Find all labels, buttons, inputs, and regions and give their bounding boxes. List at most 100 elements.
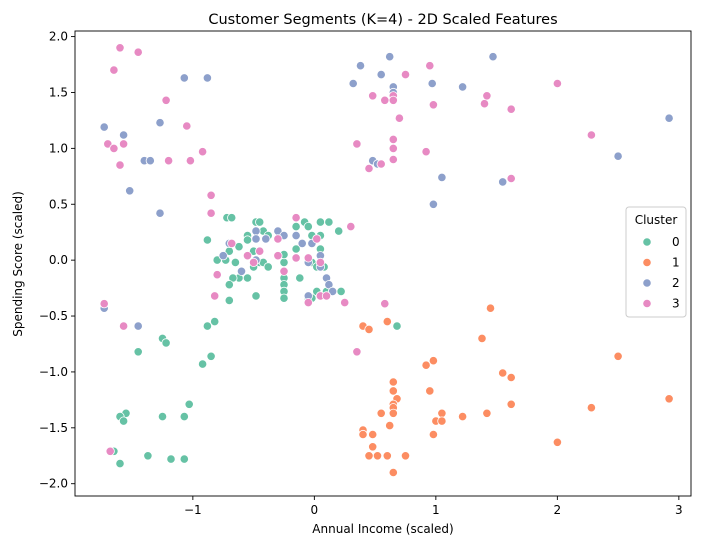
data-point-cluster-3: [198, 147, 208, 157]
data-point-cluster-2: [664, 113, 674, 123]
data-point-cluster-0: [315, 217, 325, 227]
data-point-cluster-1: [437, 408, 447, 418]
data-point-cluster-3: [352, 347, 362, 357]
data-point-cluster-1: [552, 437, 563, 447]
x-tick-label: −1: [184, 503, 202, 517]
data-point-cluster-0: [210, 316, 220, 327]
data-point-cluster-3: [482, 91, 492, 101]
data-point-cluster-1: [586, 403, 597, 413]
data-point-cluster-3: [479, 99, 490, 109]
legend-label-cluster-0: 0: [672, 235, 680, 249]
data-point-cluster-0: [143, 451, 153, 461]
data-point-cluster-0: [179, 411, 189, 422]
data-point-cluster-0: [242, 235, 253, 245]
data-point-cluster-3: [109, 65, 119, 75]
data-point-cluster-0: [202, 235, 212, 245]
data-point-cluster-3: [227, 238, 237, 248]
legend-marker-cluster-1: [642, 257, 652, 268]
data-point-cluster-2: [427, 78, 437, 89]
data-point-cluster-2: [613, 151, 623, 161]
x-tick-label: 2: [554, 503, 562, 517]
data-point-cluster-0: [157, 411, 168, 422]
legend-box: [625, 206, 687, 318]
data-point-cluster-2: [202, 73, 212, 83]
data-point-cluster-1: [437, 416, 447, 426]
data-point-cluster-3: [206, 208, 216, 218]
data-point-cluster-3: [249, 257, 259, 267]
data-point-cluster-3: [315, 257, 325, 267]
data-point-cluster-1: [382, 316, 392, 327]
data-point-cluster-0: [334, 226, 344, 236]
data-point-cluster-3: [164, 156, 174, 166]
data-point-cluster-1: [385, 420, 395, 431]
data-point-cluster-0: [279, 257, 289, 267]
data-point-cluster-0: [242, 273, 253, 283]
data-point-cluster-2: [145, 156, 155, 166]
data-point-cluster-3: [388, 154, 398, 165]
legend-label-cluster-3: 3: [672, 297, 680, 311]
y-tick-label: 1.5: [49, 85, 68, 99]
data-point-cluster-1: [388, 408, 398, 418]
data-point-cluster-1: [482, 408, 492, 418]
data-point-cluster-3: [99, 299, 109, 309]
legend-items: 0 1 2 3: [642, 235, 680, 311]
data-point-cluster-0: [279, 293, 289, 303]
data-point-cluster-0: [251, 291, 261, 301]
data-point-cluster-3: [133, 47, 143, 57]
data-point-cluster-2: [291, 231, 301, 241]
data-point-cluster-2: [376, 70, 386, 80]
data-point-cluster-3: [115, 160, 125, 170]
data-point-cluster-3: [212, 270, 222, 280]
data-point-cluster-0: [303, 222, 313, 232]
x-tick-label: 1: [432, 503, 440, 517]
data-point-cluster-1: [613, 351, 623, 361]
data-point-cluster-3: [119, 321, 129, 331]
data-point-cluster-3: [380, 95, 390, 105]
data-point-cluster-3: [182, 121, 192, 131]
data-point-cluster-3: [109, 143, 119, 153]
data-point-cluster-1: [372, 451, 383, 461]
data-point-cluster-1: [368, 429, 378, 440]
data-point-cluster-0: [133, 347, 143, 357]
data-point-cluster-0: [198, 359, 208, 369]
data-point-cluster-3: [185, 156, 195, 166]
data-point-cluster-3: [291, 253, 301, 263]
data-point-cluster-3: [400, 70, 411, 80]
data-point-cluster-3: [364, 163, 374, 174]
data-point-cluster-1: [368, 442, 378, 452]
data-point-cluster-0: [184, 399, 194, 409]
data-point-cluster-2: [99, 122, 109, 132]
data-point-cluster-2: [327, 286, 338, 296]
data-point-cluster-3: [206, 190, 216, 200]
data-point-cluster-1: [382, 451, 392, 461]
data-point-cluster-3: [506, 173, 516, 184]
legend-marker-cluster-3: [642, 298, 652, 309]
data-point-cluster-3: [388, 95, 398, 105]
data-point-cluster-3: [303, 253, 313, 263]
data-point-cluster-1: [498, 368, 508, 378]
data-point-cluster-1: [388, 377, 398, 387]
x-tick-label: 3: [675, 503, 683, 517]
data-point-cluster-3: [380, 299, 390, 309]
data-point-cluster-3: [273, 251, 283, 261]
y-tick-label: −0.5: [39, 309, 68, 323]
data-point-cluster-0: [291, 222, 301, 232]
data-point-cluster-3: [368, 91, 378, 101]
y-tick-label: 0.5: [49, 197, 68, 211]
data-point-cluster-1: [428, 429, 438, 440]
data-point-cluster-2: [428, 199, 438, 209]
data-point-cluster-0: [255, 217, 265, 227]
data-point-cluster-0: [227, 213, 237, 223]
data-point-cluster-0: [263, 262, 273, 272]
chart-title: Customer Segments (K=4) - 2D Scaled Feat…: [208, 12, 557, 28]
plot-frame: [74, 30, 692, 497]
data-point-cluster-3: [552, 78, 563, 89]
data-point-cluster-1: [664, 394, 674, 404]
data-point-cluster-3: [210, 291, 220, 301]
data-point-cluster-3: [506, 104, 516, 114]
points-layer: [99, 43, 674, 478]
data-point-cluster-2: [348, 78, 358, 89]
data-point-cluster-3: [321, 291, 332, 301]
data-point-cluster-3: [586, 130, 597, 140]
y-tick-label: 1.0: [49, 141, 68, 155]
